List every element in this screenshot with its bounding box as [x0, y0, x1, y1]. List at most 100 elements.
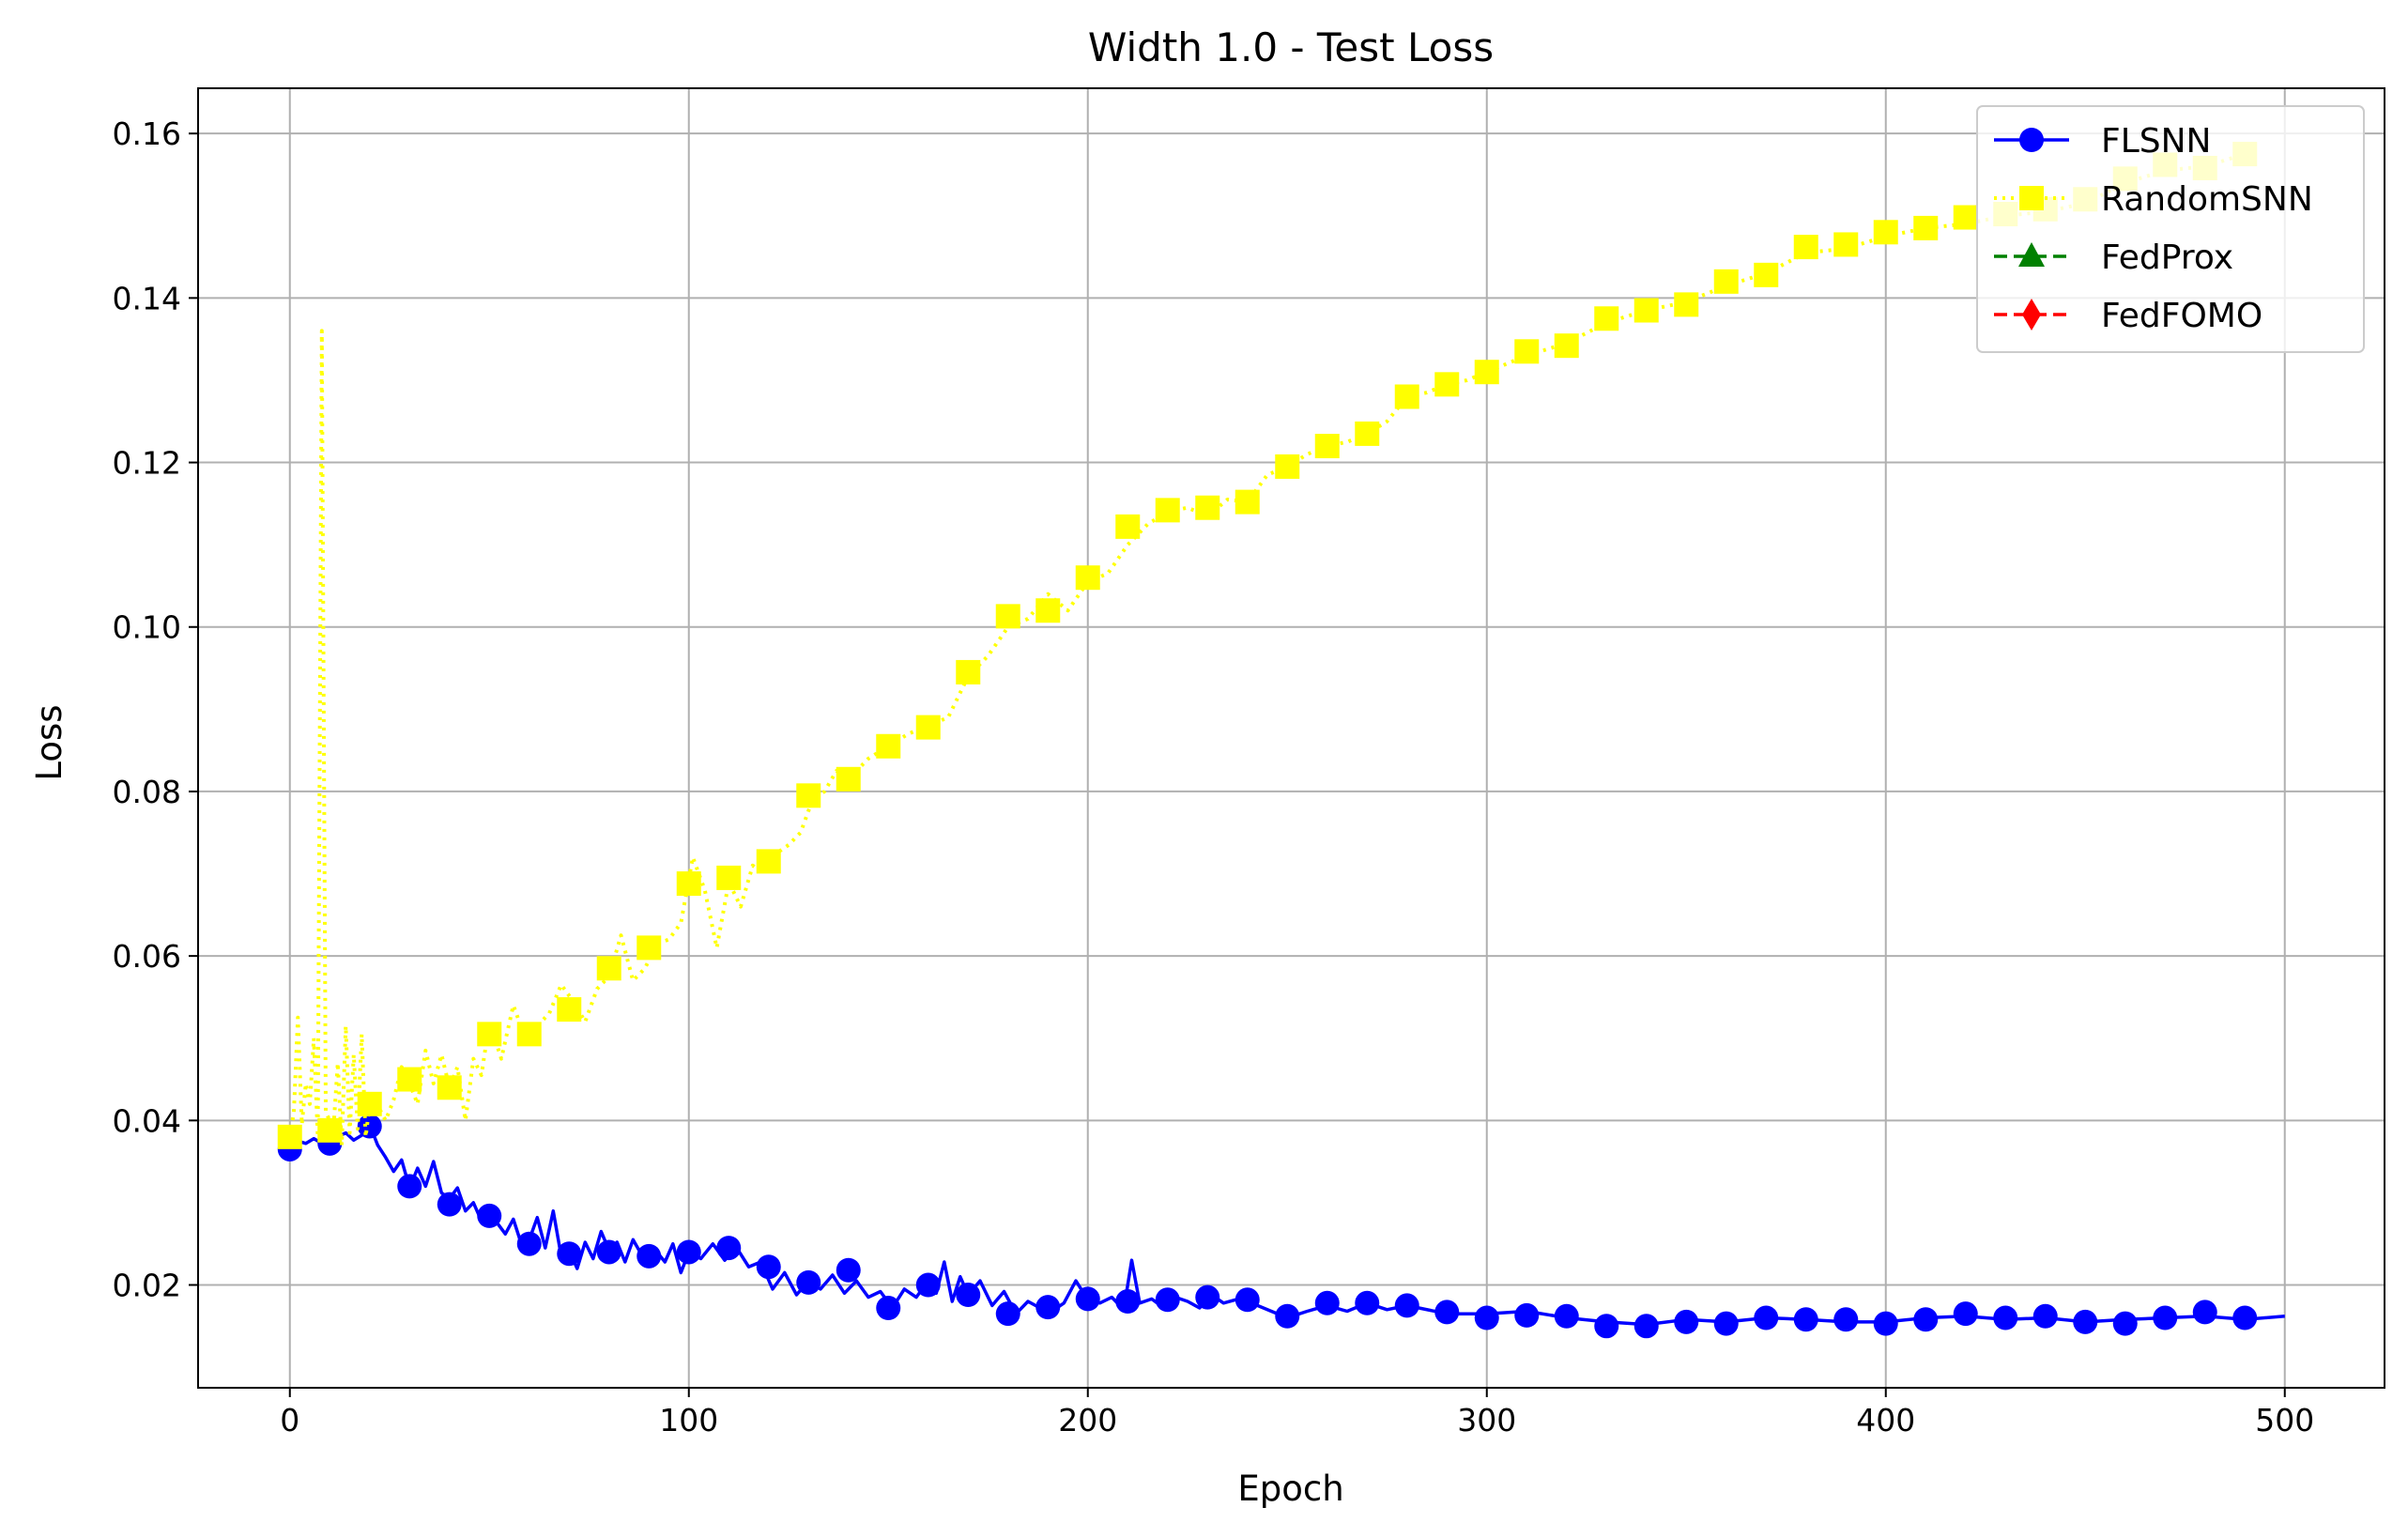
data-point-randomsnn: [1913, 215, 1939, 240]
data-point-randomsnn: [357, 1091, 382, 1116]
data-point-randomsnn: [1833, 232, 1859, 257]
data-point-flsnn: [1035, 1295, 1061, 1320]
y-tick-label: 0.06: [113, 938, 181, 975]
y-tick-label: 0.08: [113, 774, 181, 810]
x-tick-label: 400: [1856, 1402, 1915, 1438]
data-point-randomsnn: [1953, 205, 1978, 230]
data-point-flsnn: [1754, 1305, 1779, 1330]
data-point-flsnn: [357, 1114, 382, 1139]
plot-area: [277, 142, 2285, 1339]
series-randomsnn: [277, 142, 2258, 1149]
data-point-randomsnn: [1195, 495, 1220, 520]
x-tick-label: 200: [1058, 1402, 1117, 1438]
data-point-randomsnn: [1275, 454, 1300, 479]
series-flsnn: [277, 1114, 2285, 1339]
data-point-randomsnn: [477, 1022, 502, 1047]
data-point-flsnn: [756, 1254, 781, 1280]
data-point-randomsnn: [637, 935, 662, 961]
data-point-flsnn: [1833, 1307, 1859, 1332]
data-point-flsnn: [1155, 1287, 1180, 1313]
data-point-flsnn: [1474, 1305, 1499, 1330]
data-point-randomsnn: [1793, 235, 1818, 260]
data-point-flsnn: [1913, 1307, 1939, 1332]
y-tick-label: 0.16: [113, 115, 181, 152]
legend-marker-fedprox: [2018, 242, 2045, 267]
data-point-flsnn: [557, 1241, 582, 1267]
data-point-flsnn: [2032, 1303, 2058, 1329]
data-point-flsnn: [2232, 1305, 2258, 1330]
series-line-randomsnn: [287, 152, 2246, 1147]
y-axis: 0.02 0.04 0.06 0.08 0.10 0.12 0.14 0.16: [113, 115, 198, 1304]
data-point-flsnn: [1115, 1289, 1141, 1315]
data-point-randomsnn: [1873, 220, 1898, 245]
x-tick-label: 100: [659, 1402, 718, 1438]
data-point-flsnn: [1394, 1293, 1419, 1318]
data-point-randomsnn: [1594, 306, 1619, 331]
data-point-flsnn: [1235, 1287, 1260, 1313]
data-point-randomsnn: [1674, 292, 1699, 317]
legend-label-fedprox: FedProx: [2101, 238, 2233, 277]
series-line-flsnn: [288, 1122, 2285, 1327]
data-point-flsnn: [1873, 1311, 1898, 1336]
data-point-randomsnn: [1035, 598, 1061, 623]
y-tick-label: 0.14: [113, 280, 181, 316]
data-point-flsnn: [915, 1272, 941, 1298]
data-point-flsnn: [1953, 1301, 1978, 1327]
data-point-randomsnn: [676, 871, 701, 897]
data-point-flsnn: [596, 1239, 621, 1265]
data-point-randomsnn: [437, 1075, 462, 1100]
data-point-flsnn: [1713, 1311, 1739, 1336]
data-point-flsnn: [2192, 1300, 2217, 1325]
legend-item-fedfomo: FedFOMO: [1994, 297, 2262, 335]
data-point-flsnn: [516, 1231, 542, 1256]
data-point-flsnn: [1195, 1284, 1220, 1310]
data-point-flsnn: [2112, 1311, 2138, 1336]
data-point-randomsnn: [1554, 333, 1579, 359]
data-point-flsnn: [1674, 1309, 1699, 1334]
x-axis-label: Epoch: [1237, 1469, 1343, 1509]
x-tick-label: 300: [1457, 1402, 1516, 1438]
data-point-flsnn: [956, 1283, 981, 1308]
data-point-flsnn: [1993, 1305, 2018, 1330]
data-point-randomsnn: [1235, 489, 1260, 515]
data-point-randomsnn: [317, 1117, 343, 1143]
legend-label-flsnn: FLSNN: [2101, 122, 2211, 161]
grid: [198, 88, 2385, 1388]
y-tick-label: 0.12: [113, 445, 181, 482]
data-point-flsnn: [397, 1174, 422, 1199]
data-point-randomsnn: [1355, 421, 1380, 446]
data-point-randomsnn: [1754, 262, 1779, 287]
data-point-flsnn: [876, 1296, 901, 1321]
data-point-flsnn: [836, 1257, 861, 1283]
data-point-flsnn: [796, 1269, 821, 1295]
data-point-randomsnn: [876, 733, 901, 759]
data-point-flsnn: [1554, 1303, 1579, 1329]
legend: FLSNN RandomSNN FedProx FedFOMO: [1976, 105, 2365, 353]
legend-item-flsnn: FLSNN: [1994, 122, 2211, 161]
data-point-randomsnn: [1314, 434, 1340, 459]
data-point-randomsnn: [277, 1124, 302, 1149]
data-point-flsnn: [716, 1236, 742, 1261]
data-point-flsnn: [676, 1239, 701, 1265]
y-tick-label: 0.04: [113, 1102, 181, 1139]
data-point-flsnn: [2153, 1305, 2178, 1330]
plot-frame: [197, 87, 2385, 1389]
data-point-flsnn: [1793, 1307, 1818, 1332]
data-point-randomsnn: [1075, 565, 1100, 591]
data-point-randomsnn: [596, 956, 621, 981]
data-point-flsnn: [1355, 1290, 1380, 1315]
data-point-flsnn: [1514, 1302, 1540, 1328]
data-point-flsnn: [1314, 1290, 1340, 1315]
data-point-randomsnn: [1155, 498, 1180, 523]
data-point-flsnn: [1075, 1286, 1100, 1312]
legend-marker-randomsnn: [2019, 186, 2044, 210]
data-point-flsnn: [2073, 1309, 2098, 1334]
data-point-flsnn: [1275, 1303, 1300, 1329]
data-point-flsnn: [637, 1243, 662, 1269]
x-axis: 0 100 200 300 400 500: [280, 1388, 2314, 1438]
data-point-randomsnn: [1115, 514, 1141, 539]
data-point-randomsnn: [1434, 372, 1460, 397]
legend-label-fedfomo: FedFOMO: [2101, 297, 2262, 335]
data-point-randomsnn: [1633, 298, 1659, 323]
data-point-randomsnn: [397, 1067, 422, 1092]
